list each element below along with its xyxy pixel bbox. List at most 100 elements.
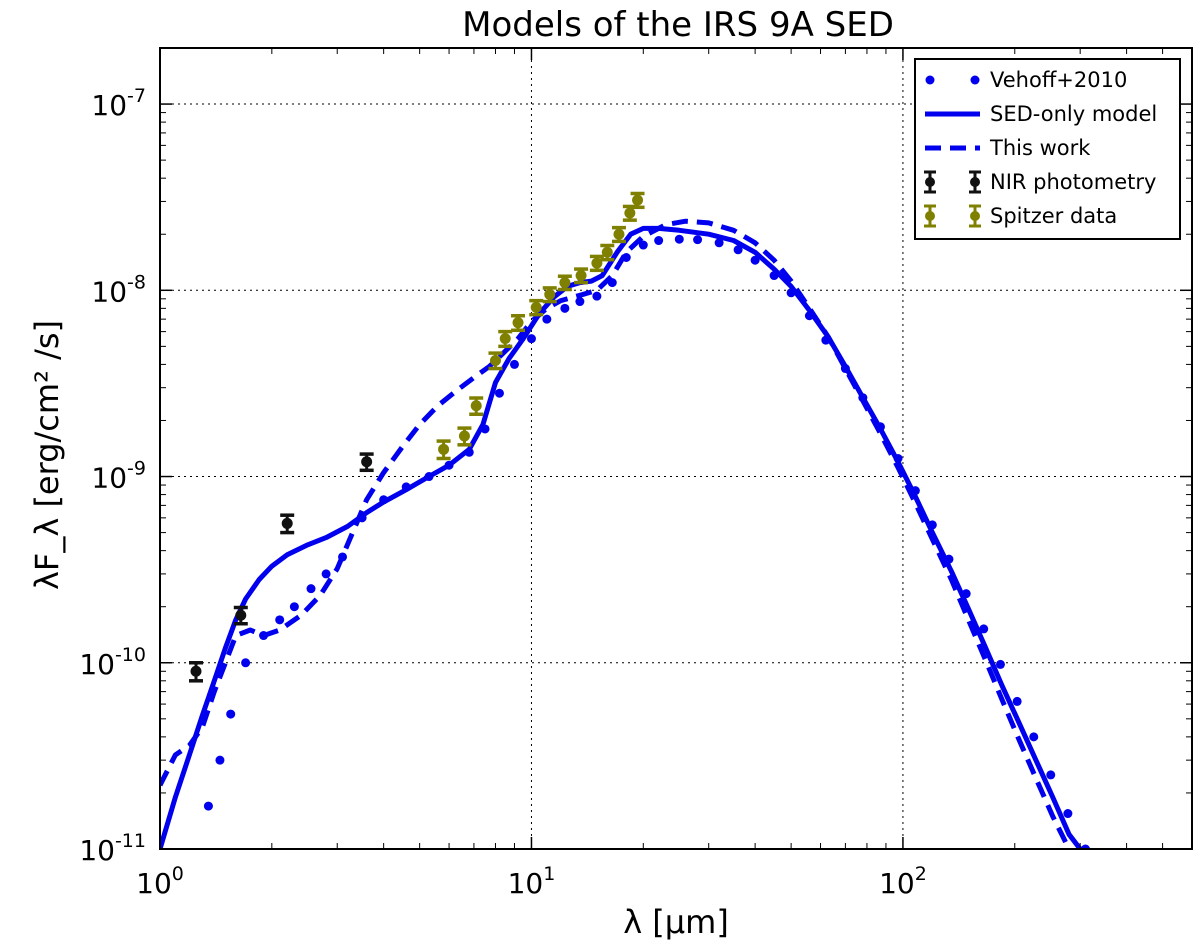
vehoff-2010-point <box>226 709 236 719</box>
vehoff-2010-point <box>275 615 285 625</box>
vehoff-2010-point <box>1063 809 1073 819</box>
x-tick-label: 100 <box>136 863 184 900</box>
vehoff-2010-point <box>509 359 519 369</box>
spitzer-data-point <box>574 267 589 285</box>
y-tick-label-exp: -11 <box>115 830 146 852</box>
spitzer-data-point <box>469 396 484 416</box>
spitzer-data-marker <box>544 288 556 300</box>
x-tick-label: 101 <box>508 863 556 900</box>
vehoff-2010-point <box>306 584 316 594</box>
x-axis-label: λ [μm] <box>623 903 729 941</box>
vehoff-2010-point <box>215 755 225 765</box>
spitzer-data-marker <box>458 430 470 442</box>
y-tick-label-base: 10 <box>91 89 127 122</box>
legend-marker <box>970 177 980 187</box>
nir-photometry-marker <box>361 456 373 468</box>
y-tick-label: 10-11 <box>79 830 146 867</box>
nir-photometry-point <box>359 452 374 473</box>
vehoff-2010-point <box>241 658 251 668</box>
nir-photometry-marker <box>190 665 202 677</box>
legend-label: Vehoff+2010 <box>990 68 1127 92</box>
legend-label: This work <box>989 136 1091 160</box>
spitzer-data-point <box>511 314 526 333</box>
legend-marker <box>925 177 935 187</box>
legend-marker <box>970 211 980 221</box>
vehoff-2010-point <box>1080 844 1090 849</box>
y-tick-label-base: 10 <box>79 834 115 867</box>
spitzer-data-marker <box>632 194 644 206</box>
y-tick-label: 10-9 <box>91 458 146 495</box>
y-axis-label: λF_λ [erg/cm² /s] <box>28 320 66 590</box>
y-tick-label-base: 10 <box>91 275 127 308</box>
nir-photometry-point <box>233 605 248 626</box>
spitzer-data-point <box>457 426 472 447</box>
vehoff-2010-point <box>654 236 664 246</box>
legend-entry-this-work: This work <box>925 136 1091 160</box>
vehoff-2010-point <box>321 569 331 579</box>
vehoff-2010-point <box>203 801 213 811</box>
vehoff-2010-point <box>995 659 1005 669</box>
vehoff-2010-point <box>1012 696 1022 706</box>
spitzer-data-marker <box>559 277 571 289</box>
x-tick-label-base: 10 <box>136 867 172 900</box>
legend-label: Spitzer data <box>990 204 1117 228</box>
spitzer-data-point <box>436 439 451 461</box>
legend-label: SED-only model <box>990 102 1157 126</box>
spitzer-data-marker <box>438 443 450 455</box>
vehoff-2010-point <box>693 235 703 245</box>
plot-frame <box>159 47 1193 850</box>
spitzer-data-marker <box>530 301 542 313</box>
y-tick-label: 10-8 <box>91 271 146 308</box>
y-tick-label: 10-7 <box>91 85 146 122</box>
spitzer-data-point <box>488 351 503 371</box>
vehoff-2010-point <box>560 303 570 313</box>
y-tick-label-base: 10 <box>79 648 115 681</box>
spitzer-data-marker <box>512 317 524 329</box>
nir-photometry-marker <box>281 517 293 529</box>
y-tick-label-exp: -7 <box>127 85 146 107</box>
spitzer-data-marker <box>489 354 501 366</box>
vehoff-2010-point <box>289 602 299 612</box>
x-tick-label-base: 10 <box>508 867 544 900</box>
chart-title: Models of the IRS 9A SED <box>462 5 894 45</box>
legend-entry-vehoff-2010: Vehoff+2010 <box>925 68 1127 92</box>
nir-photometry-marker <box>235 609 247 621</box>
vehoff-2010-point <box>733 245 743 255</box>
spitzer-data-point <box>630 191 645 210</box>
spitzer-data-marker <box>591 257 603 269</box>
x-tick-label-exp: 0 <box>172 863 184 885</box>
legend: Vehoff+2010 SED-only model This work NIR ph… <box>914 58 1181 240</box>
vehoff-2010-point <box>979 624 989 634</box>
spitzer-data-point <box>542 286 557 304</box>
vehoff-2010-point <box>674 234 684 244</box>
spitzer-data-marker <box>613 228 625 240</box>
spitzer-data-marker <box>624 207 636 219</box>
y-tick-label-exp: -10 <box>115 644 146 666</box>
spitzer-data-marker <box>601 246 613 258</box>
vehoff-2010-point <box>575 297 585 307</box>
legend-marker <box>970 75 980 85</box>
legend-label: NIR photometry <box>990 170 1156 194</box>
spitzer-data-point <box>529 298 544 317</box>
spitzer-data-point <box>600 243 615 262</box>
nir-photometry-point <box>188 661 203 683</box>
spitzer-data-point <box>498 329 513 349</box>
spitzer-data-marker <box>499 333 511 345</box>
vehoff-2010-point <box>494 388 504 398</box>
spitzer-data-point <box>557 274 572 292</box>
vehoff-2010-point <box>1029 732 1039 742</box>
spitzer-data-point <box>589 254 604 273</box>
legend-marker <box>925 75 935 85</box>
this-work-line <box>160 218 1072 849</box>
x-tick-label-exp: 1 <box>543 863 555 885</box>
y-tick-label: 10-10 <box>79 644 146 681</box>
vehoff-2010-point <box>592 291 602 301</box>
nir-photometry-point <box>280 513 295 535</box>
data-series-layer <box>160 218 1090 849</box>
spitzer-data-marker <box>470 400 482 412</box>
vehoff-2010-point <box>1046 770 1056 780</box>
x-tick-label-base: 10 <box>879 867 915 900</box>
vehoff-2010-point <box>526 334 536 344</box>
